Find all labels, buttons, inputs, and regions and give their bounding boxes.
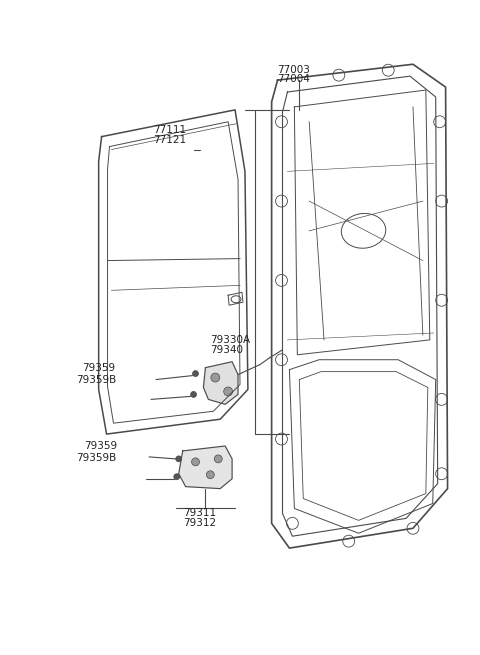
Polygon shape bbox=[204, 362, 238, 404]
Text: 79359: 79359 bbox=[84, 441, 117, 451]
Polygon shape bbox=[179, 446, 232, 489]
Circle shape bbox=[214, 455, 222, 463]
Text: 79359B: 79359B bbox=[76, 375, 116, 384]
Text: 79330A: 79330A bbox=[210, 335, 251, 345]
Circle shape bbox=[192, 371, 199, 377]
Circle shape bbox=[174, 474, 180, 479]
Circle shape bbox=[206, 471, 214, 479]
Text: 79359B: 79359B bbox=[76, 453, 116, 463]
Text: 77111: 77111 bbox=[153, 124, 186, 135]
Text: 77121: 77121 bbox=[153, 134, 186, 145]
Circle shape bbox=[191, 392, 196, 398]
Text: 79340: 79340 bbox=[210, 345, 243, 355]
Circle shape bbox=[211, 373, 220, 382]
Text: 79311: 79311 bbox=[183, 508, 216, 519]
Text: 77004: 77004 bbox=[277, 74, 311, 84]
Circle shape bbox=[224, 387, 233, 396]
Text: 79312: 79312 bbox=[183, 518, 216, 529]
Circle shape bbox=[176, 456, 182, 462]
Text: 79359: 79359 bbox=[82, 363, 115, 373]
Text: 77003: 77003 bbox=[277, 65, 311, 75]
Circle shape bbox=[192, 458, 200, 466]
